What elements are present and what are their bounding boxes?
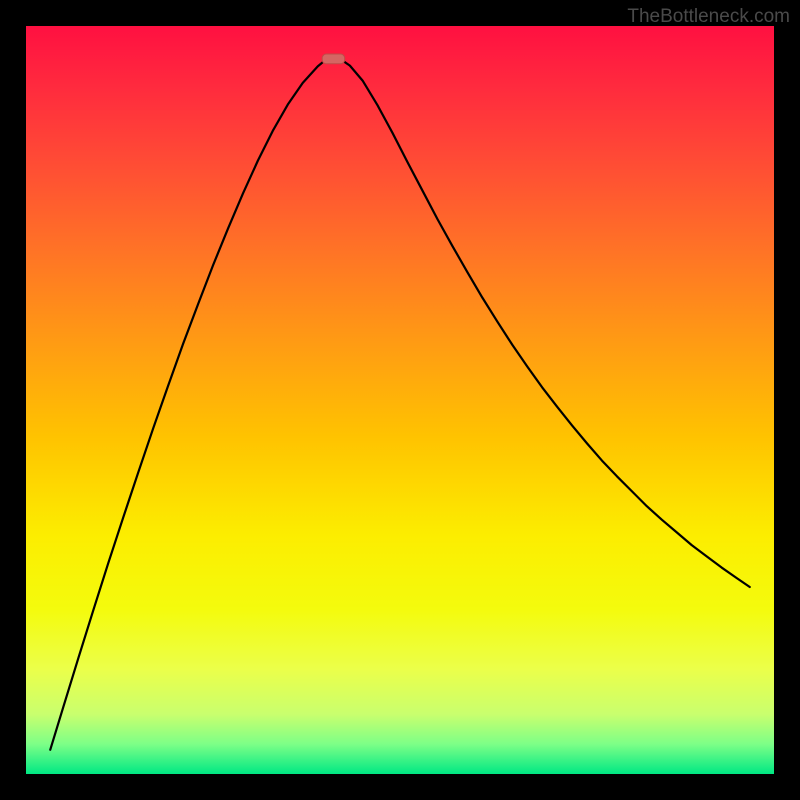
chart-container: TheBottleneck.com <box>0 0 800 800</box>
watermark-text: TheBottleneck.com <box>627 6 790 28</box>
chart-gradient-bg <box>26 26 774 774</box>
bottleneck-chart <box>0 0 800 800</box>
optimal-point-marker <box>322 54 344 64</box>
